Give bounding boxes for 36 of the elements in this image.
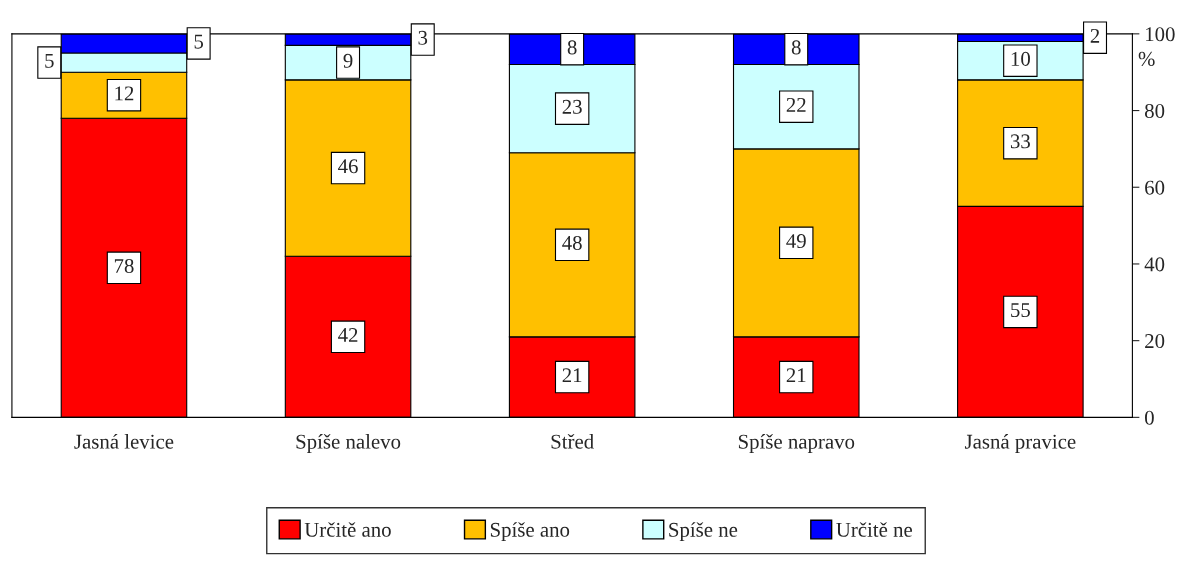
data-label: 21 xyxy=(562,368,582,383)
x-tick-label: Střed xyxy=(551,433,594,449)
data-label: 55 xyxy=(1011,303,1030,318)
data-label: 2 xyxy=(1090,28,1100,43)
data-label: 46 xyxy=(338,159,358,174)
data-label: 8 xyxy=(791,40,801,55)
data-label: 33 xyxy=(1010,134,1030,149)
data-label: 22 xyxy=(786,97,806,112)
data-label: 12 xyxy=(115,86,134,101)
y-tick-label: 40 xyxy=(1144,257,1165,272)
data-label: 23 xyxy=(562,99,582,114)
data-label: 42 xyxy=(338,328,358,342)
data-label: 21 xyxy=(786,368,806,383)
data-label: 49 xyxy=(786,234,806,249)
y-tick-label: 60 xyxy=(1145,180,1165,195)
y-tick-label: 0 xyxy=(1145,410,1154,425)
x-tick-label: Jasná pravice xyxy=(964,434,1076,453)
data-label: 9 xyxy=(343,53,353,68)
x-tick-label: Jasná levice xyxy=(74,434,174,449)
data-label: 8 xyxy=(567,40,577,55)
y-tick-label: 20 xyxy=(1145,334,1165,349)
data-label: 5 xyxy=(194,34,204,49)
legend-label: Spíše ne xyxy=(669,522,738,542)
data-label: 78 xyxy=(114,258,134,273)
x-tick-label: Spíše nalevo xyxy=(296,434,401,453)
legend-label: Spíše ano xyxy=(490,522,570,542)
data-label: 5 xyxy=(45,53,54,68)
y-axis-title: % xyxy=(1138,51,1155,66)
legend-label: Určitě ano xyxy=(304,522,391,537)
x-tick-label: Spíše napravo xyxy=(738,434,855,453)
data-label: 48 xyxy=(562,235,582,250)
legend-label: Určitě ne xyxy=(836,522,913,537)
y-tick-label: 80 xyxy=(1145,103,1165,118)
data-label: 10 xyxy=(1011,51,1030,66)
data-label: 3 xyxy=(418,30,428,45)
y-tick-label: 100 xyxy=(1146,27,1175,42)
